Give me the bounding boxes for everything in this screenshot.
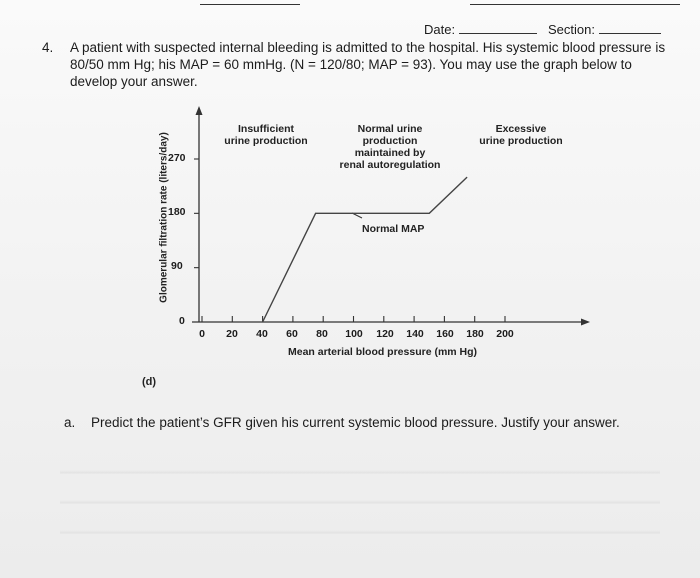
normal-line-3: maintained by <box>354 147 426 159</box>
sub-question-text: Predict the patient’s GFR given his curr… <box>91 415 620 430</box>
y-axis-arrow <box>195 106 203 115</box>
sub-question-a: a. Predict the patient’s GFR given his c… <box>64 415 620 430</box>
gfr-curve <box>261 176 468 323</box>
x-axis-arrow <box>581 318 590 326</box>
excessive-region-label: Excessive urine production <box>466 123 576 147</box>
excessive-line-2: urine production <box>479 135 563 147</box>
y-tick-label-180: 180 <box>168 206 186 218</box>
y-axis-title: Glomerular filtration rate (liters/day) <box>158 132 170 303</box>
y-tick-label-270: 270 <box>168 152 186 164</box>
y-tick-label-90: 90 <box>171 260 183 272</box>
insufficient-region-label: Insufficient urine production <box>216 123 316 147</box>
header-rule-left <box>200 4 300 5</box>
x-tick-label-200: 200 <box>496 328 514 340</box>
x-tick-label-180: 180 <box>466 328 484 340</box>
normal-line-2: production <box>362 135 418 147</box>
x-tick-label-0: 0 <box>199 328 205 340</box>
y-tick-label-0: 0 <box>179 315 185 327</box>
insufficient-line-2: urine production <box>224 135 308 147</box>
question-line-1: A patient with suspected internal bleedi… <box>70 40 666 55</box>
x-tick-label-20: 20 <box>226 328 238 340</box>
question-number: 4. <box>42 40 54 55</box>
normal-line-4: renal autoregulation <box>339 159 441 171</box>
panel-label: (d) <box>142 376 157 388</box>
x-tick-label-80: 80 <box>316 328 328 340</box>
section-field: Section: <box>548 22 661 37</box>
x-tick-label-40: 40 <box>256 328 268 340</box>
question-line-3: develop your answer. <box>70 74 198 89</box>
normal-region-label: Normal urine production maintained by re… <box>330 123 450 171</box>
section-blank <box>598 33 661 34</box>
x-tick-label-140: 140 <box>406 328 424 340</box>
x-axis-title: Mean arterial blood pressure (mm Hg) <box>288 346 478 358</box>
date-field: Date: <box>424 22 537 37</box>
date-blank <box>458 33 537 34</box>
x-tick-label-100: 100 <box>345 328 363 340</box>
bleed-through-smudge <box>60 460 660 560</box>
x-tick-label-60: 60 <box>286 328 298 340</box>
sub-question-label: a. <box>64 415 76 430</box>
x-tick-label-160: 160 <box>436 328 454 340</box>
date-label: Date: <box>424 22 456 37</box>
insufficient-line-1: Insufficient <box>237 123 294 135</box>
excessive-line-1: Excessive <box>495 123 547 135</box>
header-rule-right <box>470 4 680 5</box>
normal-line-1: Normal urine <box>357 123 423 135</box>
section-label: Section: <box>548 22 595 37</box>
x-tick-label-120: 120 <box>376 328 394 340</box>
question-line-2: 80/50 mm Hg; his MAP = 60 mmHg. (N = 120… <box>70 57 632 72</box>
normal-map-annotation: Normal MAP <box>362 223 425 235</box>
